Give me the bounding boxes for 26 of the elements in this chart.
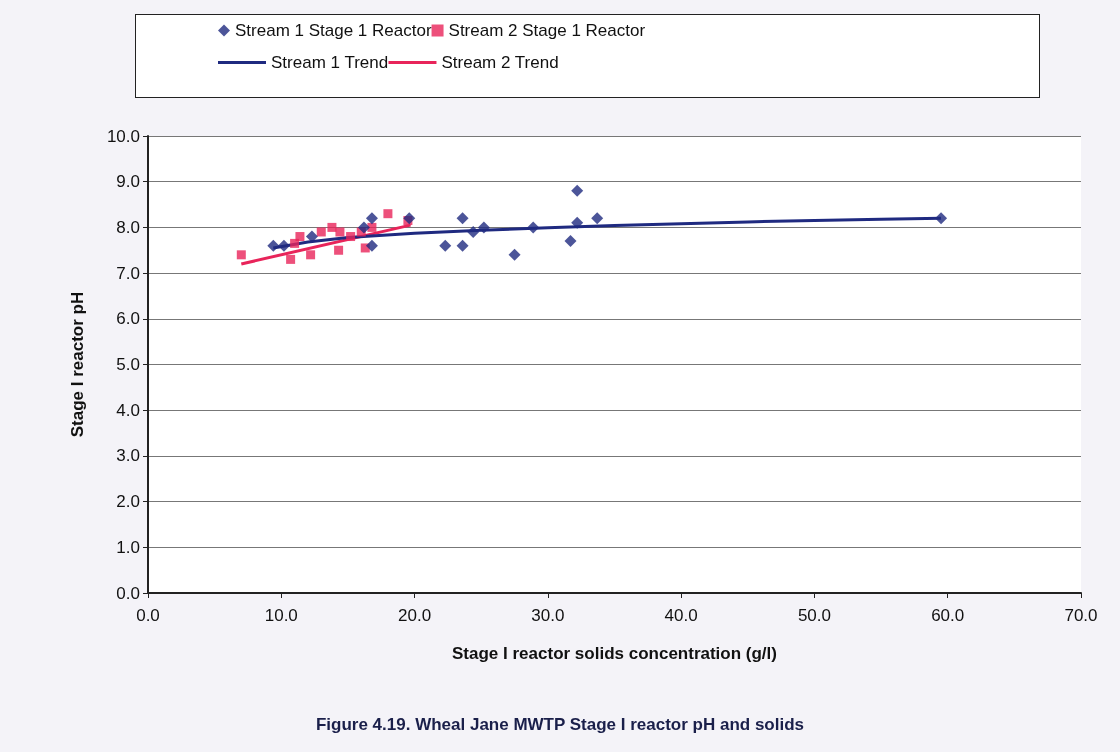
x-tick-label: 60.0 (931, 606, 965, 625)
y-axis-title: Stage I reactor pH (68, 291, 87, 438)
y-tick-label: 2.0 (116, 492, 140, 512)
y-tick-label: 10.0 (106, 126, 140, 146)
x-tick-label: 10.0 (264, 606, 298, 625)
legend-label: Stream 1 Trend (271, 53, 389, 72)
legend-label: Stream 1 Stage 1 Reactor (235, 21, 432, 40)
legend-label: Stream 2 Stage 1 Reactor (448, 21, 646, 40)
y-tick-label: 8.0 (116, 217, 140, 237)
x-tick-label: 70.0 (1064, 606, 1098, 625)
y-tick-label: 3.0 (116, 446, 140, 466)
y-tick-label: 7.0 (116, 263, 140, 283)
x-tick-label: 30.0 (531, 606, 565, 625)
y-tick-label: 5.0 (116, 355, 140, 374)
x-axis-title: Stage I reactor solids concentration (g/l) (452, 644, 777, 663)
x-tick-label: 0.0 (136, 606, 160, 625)
x-tick-label: 50.0 (797, 606, 831, 625)
text: Figure 4.19. Wheal Jane MWTP Stage I reactor pH and solids (315, 715, 805, 734)
y-tick-label: 1.0 (116, 537, 140, 557)
x-tick-label: 20.0 (398, 606, 432, 625)
y-tick-label: 4.0 (116, 400, 140, 420)
y-tick-label: 0.0 (116, 583, 140, 603)
x-tick-label: 40.0 (664, 606, 698, 625)
y-tick-label: 6.0 (116, 309, 140, 329)
legend-label: Stream 2 Trend (441, 53, 559, 72)
y-tick-label: 9.0 (116, 172, 140, 192)
